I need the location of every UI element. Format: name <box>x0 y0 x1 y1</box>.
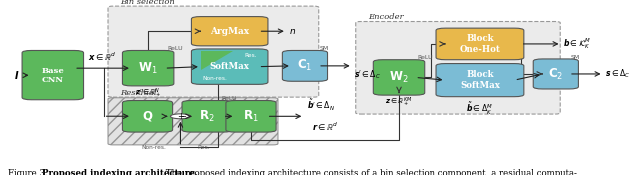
Polygon shape <box>201 51 232 70</box>
FancyBboxPatch shape <box>436 28 524 60</box>
Text: Figure 3.: Figure 3. <box>8 170 50 175</box>
FancyBboxPatch shape <box>108 6 319 97</box>
Text: Proposed indexing architecture.: Proposed indexing architecture. <box>42 170 198 175</box>
Text: $\mathbf{C}_1$: $\mathbf{C}_1$ <box>298 58 312 74</box>
FancyBboxPatch shape <box>22 50 84 100</box>
Text: ReLU: ReLU <box>167 46 182 51</box>
Text: Encoder: Encoder <box>368 13 404 21</box>
Text: $\boldsymbol{s}' \in \Delta_C$: $\boldsymbol{s}' \in \Delta_C$ <box>355 69 381 81</box>
FancyBboxPatch shape <box>373 60 425 95</box>
Text: ReLU: ReLU <box>417 55 433 61</box>
Circle shape <box>170 114 191 119</box>
Text: −: − <box>180 114 186 120</box>
FancyBboxPatch shape <box>191 17 268 46</box>
Text: ArgMax: ArgMax <box>210 27 249 36</box>
Text: The proposed indexing architecture consists of a bin selection component, a resi: The proposed indexing architecture consi… <box>163 170 577 175</box>
FancyBboxPatch shape <box>356 22 560 114</box>
Text: $\boldsymbol{s} \in \Delta_C$: $\boldsymbol{s} \in \Delta_C$ <box>605 68 630 80</box>
FancyBboxPatch shape <box>122 100 173 132</box>
Text: Non-res.: Non-res. <box>203 75 228 80</box>
Text: $\boldsymbol{z}' \in \mathbb{R}^N_+$: $\boldsymbol{z}' \in \mathbb{R}^N_+$ <box>135 87 161 100</box>
Text: Res.: Res. <box>244 53 257 58</box>
Text: ReLU: ReLU <box>221 96 237 101</box>
Text: Res.: Res. <box>198 145 211 150</box>
Text: $\boldsymbol{r} \in \mathbb{R}^d$: $\boldsymbol{r} \in \mathbb{R}^d$ <box>312 121 339 133</box>
Text: $\mathbf{R}_1$: $\mathbf{R}_1$ <box>243 109 259 124</box>
Text: Block
SoftMax: Block SoftMax <box>460 70 500 90</box>
FancyBboxPatch shape <box>108 98 278 145</box>
Text: Base
CNN: Base CNN <box>42 66 64 84</box>
Text: SM: SM <box>319 46 328 51</box>
Text: SoftMax: SoftMax <box>210 62 250 71</box>
Text: $\mathbf{W}_2$: $\mathbf{W}_2$ <box>389 70 409 85</box>
Text: $\tilde{\boldsymbol{b}}' \in \Delta_N$: $\tilde{\boldsymbol{b}}' \in \Delta_N$ <box>307 98 335 113</box>
Text: $\mathbf{W}_1$: $\mathbf{W}_1$ <box>138 61 158 76</box>
FancyBboxPatch shape <box>122 50 174 86</box>
FancyBboxPatch shape <box>191 49 268 84</box>
Text: $\boldsymbol{x} \in \mathbb{R}^d$: $\boldsymbol{x} \in \mathbb{R}^d$ <box>88 50 116 63</box>
Text: Non-res.: Non-res. <box>141 145 166 150</box>
Text: $\mathbf{Q}$: $\mathbf{Q}$ <box>142 109 153 123</box>
FancyBboxPatch shape <box>282 50 328 81</box>
Text: SM: SM <box>570 55 579 60</box>
FancyBboxPatch shape <box>436 64 524 97</box>
Text: $\mathbf{R}_2$: $\mathbf{R}_2$ <box>199 109 215 124</box>
Text: $\boldsymbol{b} \in \mathcal{K}_K^M$: $\boldsymbol{b} \in \mathcal{K}_K^M$ <box>563 36 591 51</box>
Text: $\tilde{\boldsymbol{b}} \in \Delta_K^M$: $\tilde{\boldsymbol{b}} \in \Delta_K^M$ <box>467 100 493 117</box>
FancyBboxPatch shape <box>533 59 579 89</box>
Text: $\boldsymbol{I}$: $\boldsymbol{I}$ <box>14 69 19 81</box>
FancyBboxPatch shape <box>182 100 232 132</box>
Text: $\boldsymbol{z} \in \mathbb{R}^{KM}_+$: $\boldsymbol{z} \in \mathbb{R}^{KM}_+$ <box>385 96 413 109</box>
Text: $n$: $n$ <box>289 27 296 36</box>
Text: +: + <box>177 112 184 121</box>
Text: $\mathbf{C}_2$: $\mathbf{C}_2$ <box>548 66 563 82</box>
Text: Bin selection: Bin selection <box>120 0 175 6</box>
Text: Block
One-Hot: Block One-Hot <box>460 34 500 54</box>
Text: Residual: Residual <box>120 89 157 97</box>
FancyBboxPatch shape <box>226 100 276 132</box>
